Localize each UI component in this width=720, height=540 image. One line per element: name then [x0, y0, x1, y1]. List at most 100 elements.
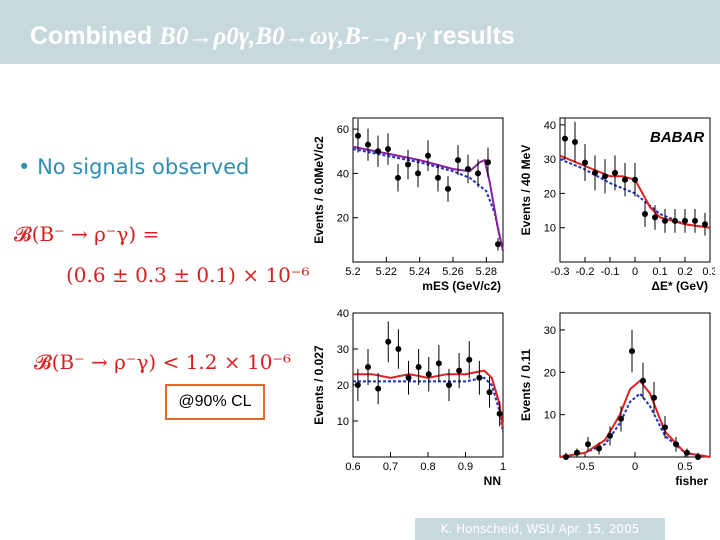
data-point	[415, 170, 421, 177]
bullet-item: • No signals observed	[18, 155, 249, 179]
data-point	[446, 382, 452, 388]
y-tick-label: 20	[544, 367, 556, 379]
title-bar: Combined B0→ρ0γ,B0→ωγ,B-→ρ-γ results	[0, 0, 720, 64]
data-point	[485, 159, 491, 166]
y-axis-label: Events / 0.027	[312, 345, 326, 425]
data-point	[405, 374, 412, 381]
x-tick-label: 5.2	[345, 266, 360, 278]
equation-1-lhs: 𝓑(B⁻ → ρ⁻γ) =	[14, 222, 160, 246]
plot-nn: 0.6 0.7 0.8 0.9 1 10 20 30 40 NN Events / 0.027	[312, 308, 506, 488]
x-tick-label: -0.1	[601, 266, 620, 278]
y-tick-label: 30	[544, 154, 556, 166]
x-tick-label: 0.1	[652, 266, 667, 278]
data-point	[475, 170, 481, 177]
decay-3: B-→ρ-γ	[344, 23, 426, 50]
y-tick-label: 40	[544, 120, 556, 132]
data-point	[385, 146, 391, 153]
data-point	[385, 338, 392, 345]
data-point	[425, 152, 431, 159]
equation-2: 𝓑(B⁻ → ρ⁻γ) < 1.2 × 10⁻⁶	[34, 350, 292, 374]
y-tick-label: 10	[337, 416, 349, 428]
data-point	[632, 176, 638, 183]
data-point	[702, 221, 708, 228]
data-point	[574, 449, 580, 456]
x-tick-label: 1	[500, 461, 506, 473]
data-point	[592, 169, 598, 176]
y-tick-label: 20	[337, 213, 349, 225]
data-point	[476, 374, 483, 381]
confidence-level-box: @90% CL	[165, 384, 265, 420]
data-point	[652, 214, 658, 221]
fit-plots: 5.2 5.22 5.24 5.26 5.28 20 40 60 mES (GeV/c2) Eve…	[312, 117, 715, 488]
decay-2: B0→ωγ,	[255, 23, 345, 50]
data-point	[496, 410, 503, 417]
x-tick-label: 5.22	[376, 266, 397, 278]
x-axis-label: fisher	[675, 474, 708, 488]
data-point	[455, 157, 461, 164]
data-point	[642, 211, 648, 217]
data-point	[562, 135, 568, 142]
data-point	[682, 217, 688, 224]
data-point	[585, 441, 591, 448]
babar-watermark: BABAR	[650, 129, 704, 146]
y-tick-label: 30	[337, 344, 349, 356]
plot-mes: 5.2 5.22 5.24 5.26 5.28 20 40 60 mES (GeV/c2) Eve…	[312, 117, 504, 293]
y-tick-label: 10	[544, 410, 556, 422]
footer: K. Honscheid, WSU Apr. 15, 2005	[415, 518, 665, 540]
data-point	[354, 382, 361, 388]
y-tick-label: 40	[337, 168, 349, 180]
plot-fisher: -0.5 0 0.5 10 20 30 fisher Events / 0.11	[519, 312, 711, 488]
x-tick-label: 5.26	[442, 266, 463, 278]
confidence-level-label: @90% CL	[178, 393, 252, 410]
data-point	[465, 165, 471, 172]
x-tick-label: 0	[632, 461, 638, 473]
y-axis-label: Events / 40 MeV	[519, 145, 533, 236]
data-point	[607, 432, 613, 439]
data-point	[466, 356, 473, 363]
bullet-text: No signals observed	[37, 155, 250, 179]
data-point	[684, 449, 690, 456]
plot-frame	[352, 117, 504, 263]
equation-1-rhs: (0.6 ± 0.3 ± 0.1) × 10⁻⁶	[66, 263, 310, 287]
fit-total-curve	[352, 145, 504, 252]
data-point	[435, 174, 441, 181]
data-point	[375, 148, 381, 155]
fit-background-curve	[352, 148, 504, 252]
x-tick-label: -0.3	[551, 266, 570, 278]
data-point	[425, 371, 432, 378]
data-point	[495, 241, 501, 248]
x-tick-label: -0.5	[576, 461, 595, 473]
y-tick-label: 30	[544, 325, 556, 337]
x-tick-label: 0	[632, 266, 638, 278]
y-tick-label: 60	[337, 124, 349, 136]
data-point	[651, 394, 657, 401]
data-point	[602, 173, 608, 180]
data-point	[355, 132, 361, 139]
data-point	[629, 348, 635, 355]
x-tick-label: 0.6	[345, 461, 360, 473]
data-point	[673, 441, 679, 448]
x-tick-label: 0.5	[677, 461, 692, 473]
data-point	[672, 217, 678, 224]
y-axis-label: Events / 0.11	[519, 349, 533, 421]
x-axis-label: mES (GeV/c2)	[422, 279, 501, 293]
data-point	[640, 377, 646, 384]
y-tick-label: 40	[337, 308, 349, 320]
bullet-marker: •	[18, 155, 38, 179]
data-point	[486, 389, 493, 396]
data-point	[662, 424, 668, 431]
x-tick-label: 0.7	[383, 461, 398, 473]
fit-background-curve	[353, 376, 504, 432]
y-tick-label: 10	[544, 223, 556, 235]
data-point	[456, 367, 463, 374]
slide-title: Combined B0→ρ0γ,B0→ωγ,B-→ρ-γ results	[30, 22, 515, 50]
x-tick-label: -0.2	[576, 266, 595, 278]
data-point	[435, 360, 442, 367]
data-point	[612, 169, 618, 176]
data-point	[692, 217, 698, 224]
data-point	[395, 174, 401, 181]
decay-1: B0→ρ0γ,	[159, 23, 256, 50]
data-point	[582, 159, 588, 166]
data-point	[395, 346, 402, 352]
x-tick-label: 0.8	[420, 461, 435, 473]
